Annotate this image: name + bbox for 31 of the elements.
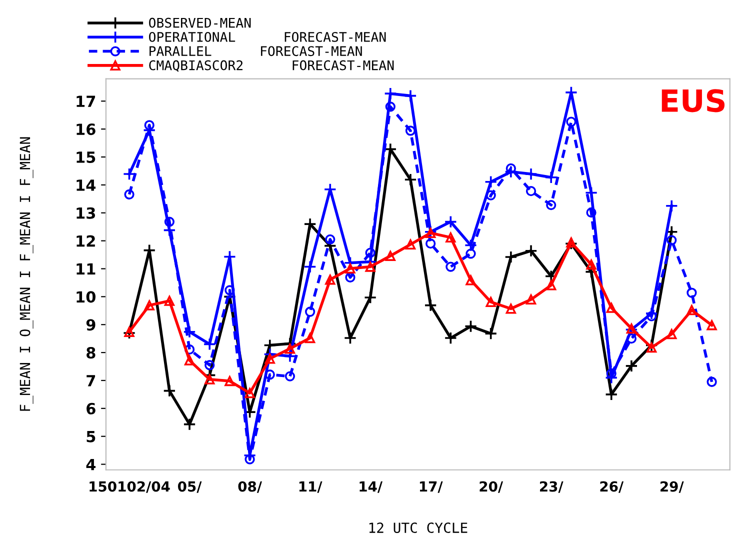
x-tick-label: 23/: [540, 481, 564, 493]
y-tick-label: 8: [86, 347, 96, 359]
y-tick-label: 6: [86, 402, 96, 414]
annotation: EUS: [662, 89, 725, 112]
x-tick-label: 29/: [660, 481, 684, 493]
x-tick-label: 08/: [238, 481, 262, 493]
y-tick-label: 15: [76, 152, 96, 164]
x-tick-label: 20/: [480, 481, 504, 493]
x-tick-label: 150102/04: [90, 481, 170, 493]
y-axis-title: F_MEAN I O_MEAN I F_MEAN I F_MEAN: [20, 137, 34, 411]
y-tick-label: 17: [76, 96, 96, 107]
legend-label: OBSERVED-MEAN: [149, 18, 251, 28]
y-tick-label: 13: [76, 207, 96, 219]
x-tick-label: 05/: [178, 481, 202, 493]
y-tick-label: 9: [86, 319, 96, 331]
legend-label: OPERATIONAL FORECAST-MEAN: [149, 32, 386, 42]
y-tick-label: 11: [76, 263, 96, 275]
y-tick-label: 4: [86, 458, 96, 470]
y-tick-label: 16: [76, 124, 96, 136]
legend-label: PARALLEL FORECAST-MEAN: [150, 46, 362, 56]
y-tick-label: 7: [86, 375, 96, 386]
x-tick-label: 17/: [420, 481, 443, 493]
x-tick-label: 11/: [299, 481, 322, 493]
x-tick-label: 26/: [600, 481, 624, 493]
y-tick-label: 5: [86, 431, 96, 442]
y-tick-label: 10: [76, 291, 96, 303]
x-tick-label: 14/: [360, 481, 383, 493]
y-tick-label: 12: [76, 235, 95, 247]
legend-label: CMAQBIASCOR2 FORECAST-MEAN: [149, 60, 394, 72]
x-axis-title: 12 UTC CYCLE: [369, 522, 468, 534]
y-tick-label: 14: [76, 180, 96, 191]
